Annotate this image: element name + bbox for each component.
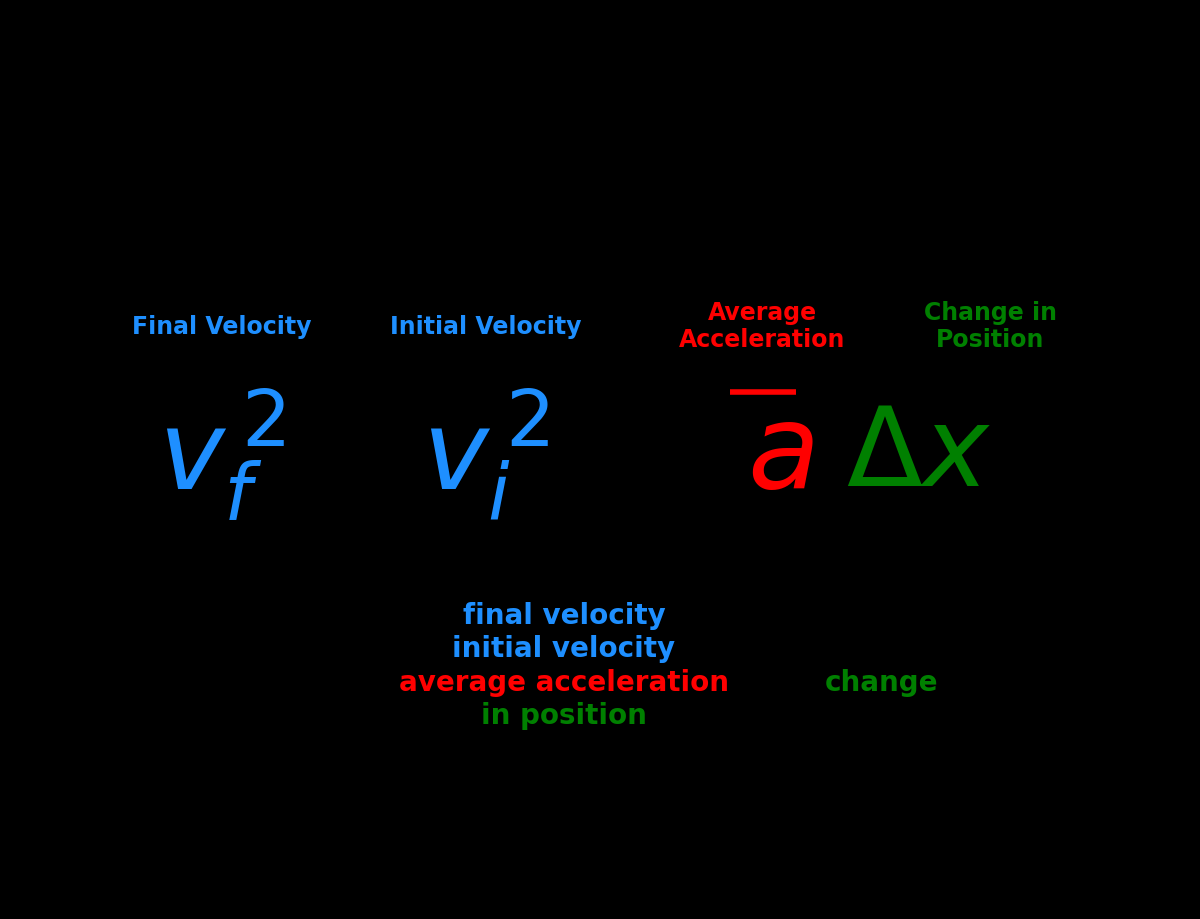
Text: average acceleration: average acceleration: [398, 668, 730, 696]
Text: Initial Velocity: Initial Velocity: [390, 314, 582, 338]
Text: $v_f^{\,2}$: $v_f^{\,2}$: [158, 388, 286, 522]
Text: Average
Acceleration: Average Acceleration: [679, 301, 845, 352]
Text: initial velocity: initial velocity: [452, 634, 676, 662]
Text: $v_i^{\,2}$: $v_i^{\,2}$: [422, 388, 550, 522]
Text: final velocity: final velocity: [463, 602, 665, 630]
Text: $a$: $a$: [746, 398, 814, 512]
Text: Final Velocity: Final Velocity: [132, 314, 312, 338]
Text: $\Delta x$: $\Delta x$: [846, 402, 990, 508]
Text: change: change: [826, 668, 938, 696]
Text: in position: in position: [481, 701, 647, 729]
Text: Change in
Position: Change in Position: [924, 301, 1056, 352]
